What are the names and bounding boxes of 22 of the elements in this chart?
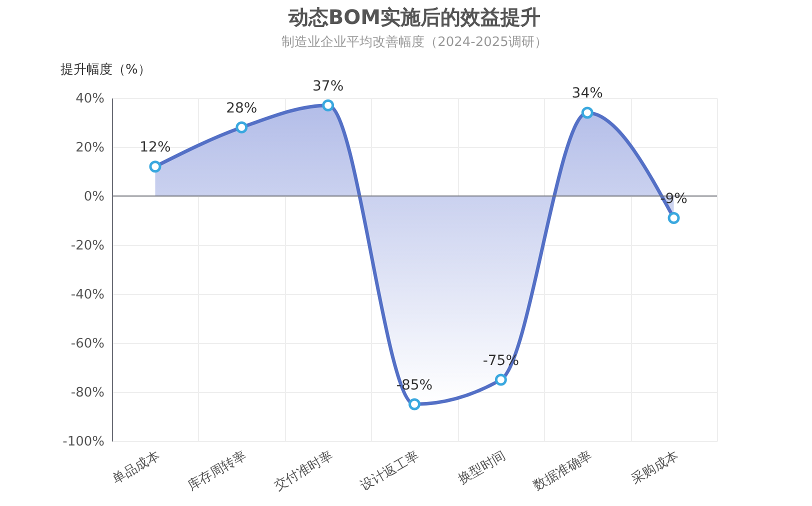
y-tick-label: -40% <box>70 288 104 302</box>
y-tick-label: -20% <box>70 238 104 254</box>
x-tick-label: 采购成本 <box>628 448 682 488</box>
y-tick-label: 0% <box>84 190 104 204</box>
chart-subtitle: 制造业企业平均改善幅度（2024-2025调研） <box>282 34 548 50</box>
data-label: 37% <box>312 78 344 94</box>
y-tick-label: -100% <box>62 434 104 450</box>
y-tick-label: 20% <box>76 140 104 156</box>
x-tick-label: 库存周转率 <box>184 448 250 494</box>
y-tick-label: -60% <box>70 336 104 352</box>
x-tick-label: 数据准确率 <box>530 448 595 494</box>
x-tick-label: 交付准时率 <box>271 448 336 494</box>
y-tick-label: 40% <box>76 92 104 106</box>
data-label: 34% <box>572 86 603 102</box>
data-label: 12% <box>140 140 171 156</box>
chart-title: 动态BOM实施后的效益提升 <box>287 5 541 29</box>
x-tick-label: 换型时间 <box>456 448 508 488</box>
x-tick-label: 单品成本 <box>110 448 163 488</box>
data-label: 28% <box>226 100 258 116</box>
x-tick-label: 设计返工率 <box>358 448 422 494</box>
y-tick-label: -80% <box>70 386 104 400</box>
y-axis-title: 提升幅度（%） <box>60 62 151 78</box>
